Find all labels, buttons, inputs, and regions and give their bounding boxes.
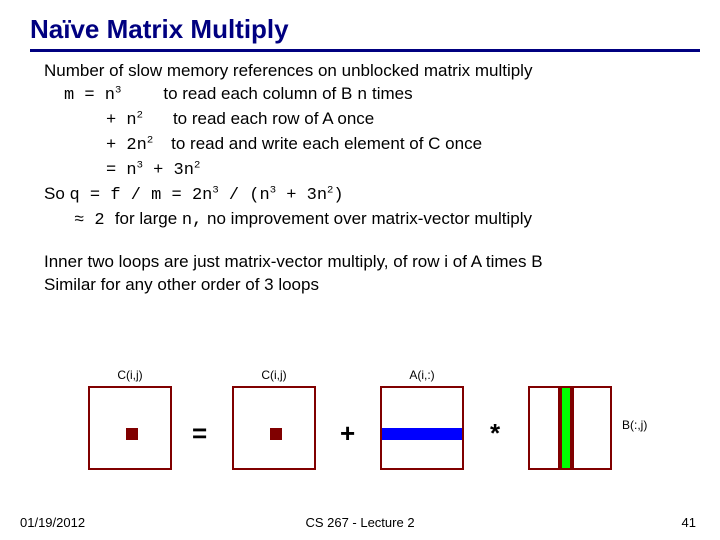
t: + 3n (143, 161, 194, 180)
t: / (n (219, 186, 270, 205)
matrix-A (380, 386, 464, 470)
t: = n (106, 161, 137, 180)
label-B: B(:,j) (622, 418, 672, 432)
line-6: So q = f / m = 2n3 / (n3 + 3n2) (44, 183, 690, 208)
slide-title: Naïve Matrix Multiply (30, 14, 700, 47)
t: q = f / m = 2n (70, 186, 213, 205)
sup: 3 (115, 84, 121, 96)
label-A: A(i,:) (380, 368, 464, 382)
op-plus: + (340, 418, 355, 449)
sup: 2 (137, 109, 143, 121)
line-7: ≈ 2 for large n, no improvement over mat… (44, 208, 690, 233)
t: to read each column of B (163, 84, 357, 103)
t: ≈ 2 (74, 211, 115, 230)
t: ) (333, 186, 343, 205)
matrix-C1 (88, 386, 172, 470)
t: Inner two loops are just matrix-vector m… (44, 251, 690, 274)
footer-page: 41 (682, 515, 696, 530)
sup: 2 (147, 134, 153, 146)
t: no improvement over matrix-vector multip… (202, 209, 532, 228)
t: + 2n (106, 136, 147, 155)
t: Similar for any other order of 3 loops (44, 274, 690, 297)
label-C1: C(i,j) (88, 368, 172, 382)
t: for large (115, 209, 182, 228)
t: to read each row of A once (173, 109, 374, 128)
paragraph-2: Inner two loops are just matrix-vector m… (0, 233, 720, 297)
body-text: Number of slow memory references on unbl… (0, 52, 720, 233)
t: So (44, 184, 70, 203)
footer-course: CS 267 - Lecture 2 (0, 515, 720, 530)
t: to read and write each element of C once (171, 134, 482, 153)
t: + 3n (276, 186, 327, 205)
t: n, (182, 211, 202, 230)
line-1: Number of slow memory references on unbl… (44, 60, 690, 83)
label-C2: C(i,j) (232, 368, 316, 382)
matrix-C2 (232, 386, 316, 470)
t: times (367, 84, 412, 103)
line-3: + n2 to read each row of A once (44, 108, 690, 133)
diagram: C(i,j) = C(i,j) + A(i,:) * B(:,j) (0, 360, 720, 490)
sup: 2 (194, 159, 200, 171)
title-bar: Naïve Matrix Multiply (0, 0, 720, 52)
matrix-B (528, 386, 612, 470)
line-2: m = n3 to read each column of B n times (44, 83, 690, 108)
line-4: + 2n2 to read and write each element of C… (44, 133, 690, 158)
col-strip-B-inner (562, 388, 570, 468)
row-strip-A (382, 428, 462, 440)
t: + n (106, 111, 137, 130)
op-equals: = (192, 418, 207, 449)
t: m = n (64, 86, 115, 105)
t: n (357, 86, 367, 105)
op-star: * (490, 418, 500, 449)
cell-cij-1 (126, 428, 138, 440)
cell-cij-2 (270, 428, 282, 440)
line-5: = n3 + 3n2 (44, 158, 690, 183)
